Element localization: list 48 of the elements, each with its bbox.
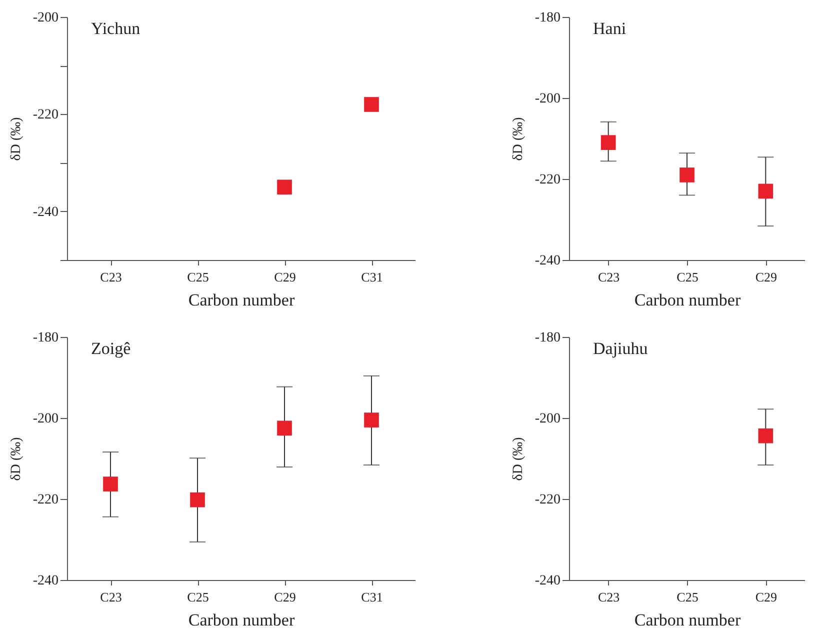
chart-title: Yichun [91, 19, 141, 38]
x-tick-label: C23 [598, 590, 620, 604]
y-tick-label: -240 [32, 204, 58, 220]
y-tick-label: -220 [534, 492, 560, 508]
x-axis-title: Carbon number [188, 610, 295, 630]
x-tick-label: C23 [100, 590, 122, 604]
x-tick-label: C31 [361, 270, 383, 284]
y-axis-title: δD (‰) [510, 116, 526, 161]
y-tick-label: -200 [534, 92, 560, 106]
point [190, 492, 205, 508]
x-tick-label: C29 [755, 270, 778, 284]
x-tick-label: C25 [187, 270, 209, 284]
y-axis-title: δD (‰) [8, 436, 24, 481]
chart-title: Dajiuhu [593, 339, 648, 358]
point [758, 184, 774, 199]
x-axis-title: Carbon number [634, 610, 741, 630]
chart-title: Zoigê [91, 339, 131, 358]
point [103, 476, 118, 492]
y-tick-label: -240 [32, 574, 58, 588]
y-tick-label: -200 [534, 412, 560, 426]
point [680, 168, 694, 182]
point [277, 420, 292, 436]
x-tick-label: C29 [274, 590, 296, 604]
y-tick-label: -240 [534, 254, 560, 268]
x-axis-title: Carbon number [634, 290, 741, 310]
x-tick-label: C25 [187, 590, 209, 604]
y-axis-title: δD (‰) [8, 116, 24, 161]
x-tick-label: C23 [100, 270, 122, 284]
x-tick-label: C23 [598, 270, 620, 284]
y-tick-label: -200 [32, 412, 58, 426]
y-tick-label: -180 [32, 330, 58, 346]
x-axis-title: Carbon number [188, 290, 295, 310]
y-tick-label: -180 [534, 10, 560, 26]
point [600, 135, 616, 150]
point [364, 412, 379, 428]
x-tick-label: C25 [676, 590, 698, 604]
y-tick-label: -220 [32, 108, 58, 123]
y-axis-title: δD (‰) [510, 436, 526, 481]
y-tick-label: -240 [534, 574, 560, 588]
y-tick-label: -200 [32, 10, 58, 26]
x-tick-label: C29 [274, 270, 296, 284]
x-tick-label: C25 [676, 270, 698, 284]
y-tick-label: -220 [32, 492, 58, 508]
y-tick-label: -220 [534, 172, 560, 188]
chart-title: Hani [593, 19, 626, 38]
x-tick-label: C31 [361, 590, 383, 604]
y-tick-label: -180 [534, 330, 560, 346]
x-tick-label: C29 [755, 590, 778, 604]
